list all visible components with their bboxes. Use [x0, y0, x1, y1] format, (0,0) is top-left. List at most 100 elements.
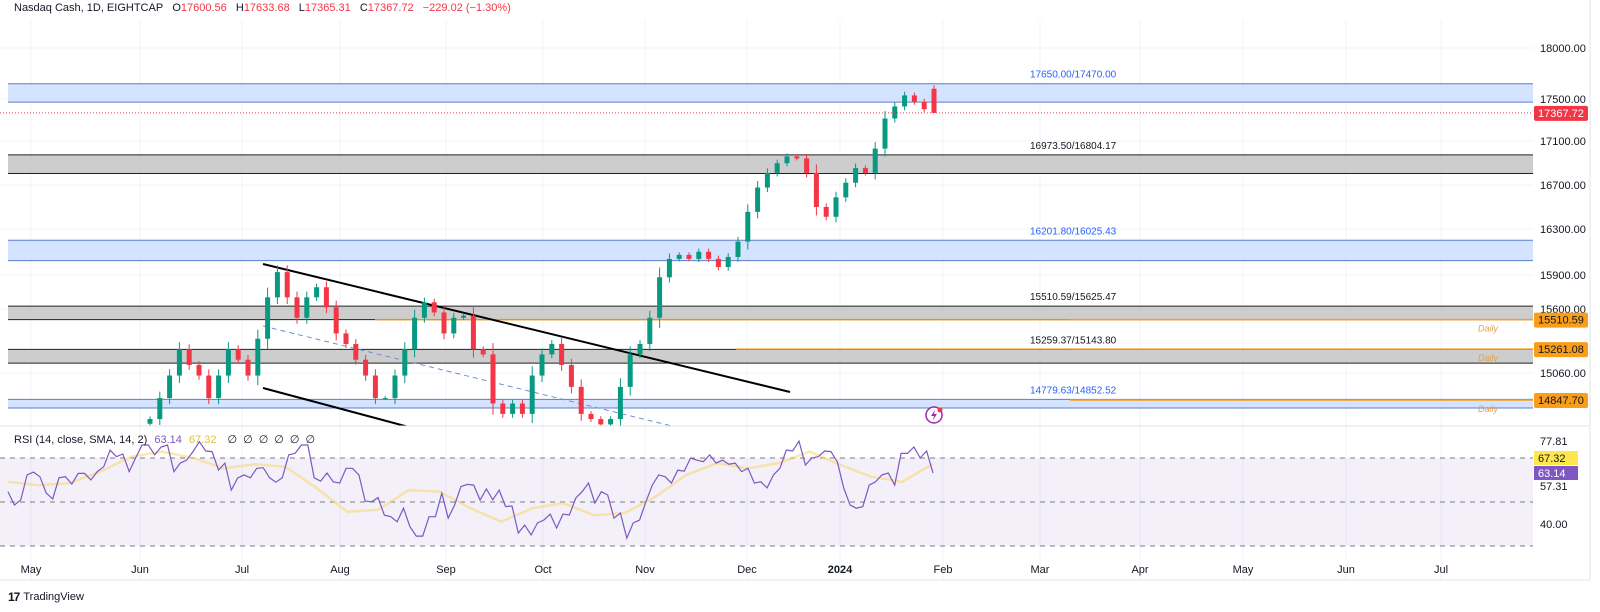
- candle-body: [696, 251, 702, 259]
- notification-dot: [937, 407, 943, 413]
- candle: [774, 159, 780, 177]
- candle-body: [657, 277, 663, 318]
- candle: [274, 265, 280, 305]
- candle-body: [167, 375, 173, 399]
- candle-body: [764, 172, 770, 188]
- candle: [902, 91, 908, 111]
- candle: [549, 340, 555, 359]
- time-axis-label: Sep: [436, 564, 456, 576]
- symbol-title[interactable]: Nasdaq Cash, 1D, EIGHTCAP: [14, 2, 164, 14]
- candle: [343, 329, 349, 348]
- candle: [608, 416, 614, 426]
- candle-body: [206, 375, 212, 399]
- candle-body: [304, 297, 310, 318]
- level-price-tag-bg: [1534, 342, 1588, 358]
- price-axis-label: 16700.00: [1540, 180, 1586, 192]
- candle: [431, 298, 437, 317]
- lightning-icon: [925, 406, 943, 424]
- candle-body: [265, 297, 271, 339]
- candle: [911, 92, 917, 105]
- candle-body: [872, 148, 878, 173]
- candle: [755, 181, 761, 219]
- level-tag: Daily: [1478, 353, 1499, 363]
- zone-label: 14779.63/14852.52: [1030, 385, 1117, 396]
- rsi-axis-label: 40.00: [1540, 519, 1568, 531]
- trend-line-upper: [262, 263, 791, 393]
- change-value: −229.02 (−1.30%): [422, 2, 511, 14]
- zone-label: 17650.00/17470.00: [1030, 70, 1117, 81]
- open-label: O: [172, 2, 181, 14]
- candle-body: [715, 258, 721, 268]
- candle-body: [862, 168, 868, 173]
- candle-body: [813, 172, 819, 207]
- candle: [353, 339, 359, 365]
- candle-body: [539, 354, 545, 376]
- candle-body: [451, 317, 457, 334]
- candle-body: [186, 349, 192, 365]
- level-price-tag: 15510.59: [1538, 315, 1584, 327]
- candle: [284, 265, 290, 305]
- time-axis-label: Jul: [235, 564, 249, 576]
- candle-body: [617, 386, 623, 420]
- low-value: 17365.31: [304, 2, 351, 14]
- candle: [921, 98, 927, 113]
- candle: [255, 329, 261, 386]
- zone-blue: [8, 399, 1533, 409]
- candle: [186, 344, 192, 370]
- candle: [196, 361, 202, 380]
- candle: [157, 391, 163, 426]
- candle-body: [363, 359, 369, 376]
- candle: [245, 354, 251, 381]
- candle: [637, 340, 643, 359]
- time-axis-label: May: [21, 564, 42, 576]
- close-value: 17367.72: [367, 2, 414, 14]
- rsi-legend: RSI (14, close, SMA, 14, 2) 63.14 67.32 …: [14, 433, 321, 446]
- price-axis-label: 17100.00: [1540, 136, 1586, 148]
- time-axis-label: Oct: [534, 564, 551, 576]
- candle: [392, 369, 398, 405]
- candle-body: [676, 254, 682, 259]
- candle-body: [255, 338, 261, 376]
- candle: [931, 85, 937, 114]
- candle: [872, 142, 878, 180]
- time-axis-label: Aug: [330, 564, 350, 576]
- candle-body: [314, 287, 320, 298]
- candle-body: [559, 343, 565, 365]
- time-axis-label: Nov: [635, 564, 655, 576]
- candle: [627, 346, 633, 396]
- candle: [598, 416, 604, 426]
- rsi-sma-tag-bg: [1534, 451, 1578, 465]
- candle: [882, 111, 888, 157]
- candle-body: [421, 302, 427, 318]
- rsi-axis-label: 77.81: [1540, 436, 1568, 448]
- last-price-tag-bg: [1534, 105, 1588, 121]
- lightning-icon-bolt: [931, 410, 937, 420]
- candle-body: [666, 258, 672, 278]
- zone-gray: [8, 349, 1533, 364]
- zone-blue: [8, 83, 1533, 103]
- candle: [804, 153, 810, 178]
- rsi-extra-values: ∅∅∅∅∅∅: [227, 434, 322, 446]
- rsi-sma-value: 67.32: [188, 434, 217, 446]
- high-value: 17633.68: [243, 2, 290, 14]
- candle: [784, 153, 790, 167]
- candle: [382, 396, 388, 400]
- time-axis-label: Feb: [934, 564, 953, 576]
- candle: [304, 291, 310, 324]
- time-axis-label: Jun: [1337, 564, 1355, 576]
- level-price-tag-bg: [1534, 393, 1588, 408]
- time-axis-label: Dec: [737, 564, 757, 576]
- level-price-tag: 15261.08: [1538, 344, 1584, 356]
- candle-body: [755, 187, 761, 212]
- candle-body: [147, 419, 153, 424]
- candle-body: [470, 315, 476, 350]
- candle-body: [833, 197, 839, 217]
- candle: [480, 346, 486, 358]
- candle: [490, 343, 496, 415]
- rsi-title[interactable]: RSI (14, close, SMA, 14, 2): [14, 434, 148, 446]
- tradingview-logo[interactable]: 17 TradingView: [8, 590, 84, 604]
- candle: [461, 313, 467, 320]
- time-axis-label: Apr: [1131, 564, 1148, 576]
- candle: [539, 348, 545, 382]
